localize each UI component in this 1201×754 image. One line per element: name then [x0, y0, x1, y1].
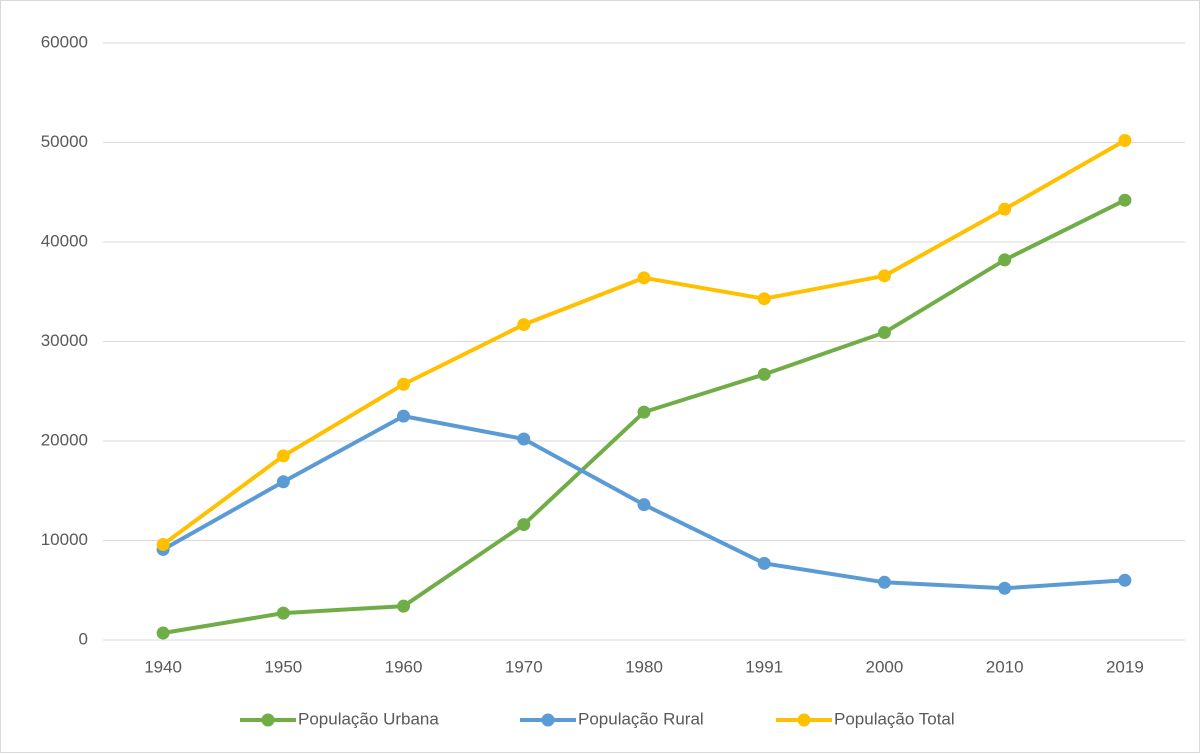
- x-tick-label: 1980: [625, 657, 663, 676]
- legend-label: População Rural: [578, 709, 704, 728]
- legend-marker: [797, 713, 811, 727]
- point: [757, 367, 771, 381]
- point: [637, 498, 651, 512]
- point: [637, 405, 651, 419]
- point: [276, 475, 290, 489]
- point: [877, 575, 891, 589]
- x-tick-label: 1970: [505, 657, 543, 676]
- point: [156, 537, 170, 551]
- point: [998, 253, 1012, 267]
- y-tick-label: 30000: [41, 331, 88, 350]
- point: [517, 318, 531, 332]
- point: [517, 518, 531, 532]
- point: [1118, 193, 1132, 207]
- legend-marker: [261, 713, 275, 727]
- x-tick-label: 2019: [1106, 657, 1144, 676]
- y-tick-label: 0: [79, 629, 88, 648]
- point: [1118, 134, 1132, 148]
- x-tick-label: 2010: [986, 657, 1024, 676]
- point: [276, 449, 290, 463]
- legend-marker: [541, 713, 555, 727]
- point: [1118, 573, 1132, 587]
- y-tick-label: 40000: [41, 231, 88, 250]
- point: [637, 271, 651, 285]
- point: [998, 581, 1012, 595]
- point: [156, 626, 170, 640]
- x-tick-label: 2000: [866, 657, 904, 676]
- y-tick-label: 50000: [41, 132, 88, 151]
- point: [998, 202, 1012, 216]
- x-tick-label: 1940: [144, 657, 182, 676]
- y-tick-label: 20000: [41, 430, 88, 449]
- point: [517, 432, 531, 446]
- point: [757, 292, 771, 306]
- point: [276, 606, 290, 620]
- x-tick-label: 1960: [385, 657, 423, 676]
- point: [397, 409, 411, 423]
- legend-label: População Total: [834, 709, 955, 728]
- point: [397, 377, 411, 391]
- x-tick-label: 1950: [264, 657, 302, 676]
- point: [397, 599, 411, 613]
- point: [877, 326, 891, 340]
- point: [757, 556, 771, 570]
- legend-label: População Urbana: [298, 709, 439, 728]
- point: [877, 269, 891, 283]
- y-tick-label: 10000: [41, 530, 88, 549]
- x-tick-label: 1991: [745, 657, 783, 676]
- y-tick-label: 60000: [41, 32, 88, 51]
